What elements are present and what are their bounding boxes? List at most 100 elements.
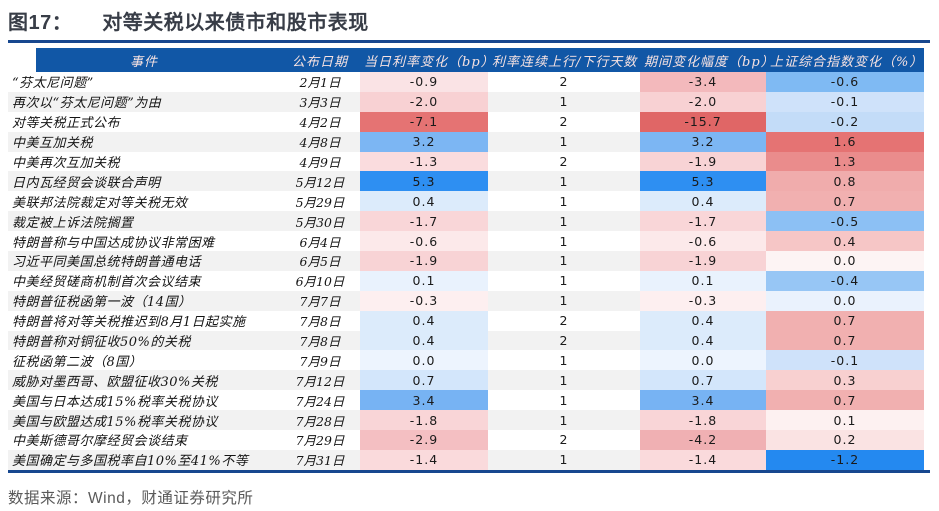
sse-index-change-cell: 0.7 — [766, 191, 924, 212]
period-change-cell: -0.3 — [640, 290, 766, 311]
publish-date-cell: 2月1日 — [299, 75, 341, 91]
daily-rate-change-cell: 3.4 — [360, 390, 488, 411]
daily-rate-change-cell: 0.0 — [360, 350, 488, 371]
publish-date-cell: 7月8日 — [280, 330, 360, 351]
table-row: 威胁对墨西哥、欧盟征收30%关税 7月12日 0.7 1 0.7 0.3 — [8, 370, 924, 391]
table-row: 特朗普将对等关税推迟到8月1日起实施 7月8日 0.4 2 0.4 0.7 — [8, 310, 924, 331]
sse-index-change-cell: 0.8 — [766, 171, 924, 192]
table-row: 美国确定与多国税率自10%至41%不等 7月31日 -1.4 1 -1.4 -1.2 — [8, 449, 924, 470]
event-cell: 裁定被上诉法院搁置 — [8, 211, 280, 232]
publish-date-cell: 6月5日 — [280, 251, 360, 271]
table-row: 美国与日本达成15%税率关税协议 7月24日 3.4 1 3.4 0.7 — [8, 390, 924, 411]
period-change-cell: -0.6 — [640, 231, 766, 252]
publish-date-cell: 3月3日 — [280, 91, 360, 112]
header-publish-date: 公布日期 — [280, 48, 360, 72]
sse-index-change-cell: -1.2 — [766, 449, 924, 470]
period-change-cell: 3.2 — [640, 131, 766, 152]
table-row: 美联邦法院裁定对等关税无效 5月29日 0.4 1 0.4 0.7 — [8, 191, 924, 212]
publish-date-cell: 7月28日 — [280, 410, 360, 431]
sse-index-change-cell: -0.1 — [766, 350, 924, 371]
event-cell: 中美经贸磋商机制首次会议结束 — [12, 275, 202, 291]
table-row: 征税函第二波（8国） 7月9日 0.0 1 0.0 -0.1 — [8, 350, 924, 371]
sse-index-change-cell: 1.3 — [766, 151, 924, 172]
event-cell: 中美斯德哥尔摩经贸会谈结束 — [12, 434, 188, 450]
sse-index-change-cell: 0.7 — [766, 330, 924, 351]
period-change-cell: -1.9 — [640, 251, 766, 271]
event-cell: 美联邦法院裁定对等关税无效 — [12, 195, 188, 211]
period-change-cell: 0.4 — [640, 191, 766, 212]
streak-days-cell: 2 — [559, 74, 569, 90]
table-row: 对等关税正式公布 4月2日 -7.1 2 -15.7 -0.2 — [8, 111, 924, 132]
publish-date-cell: 7月12日 — [280, 370, 360, 391]
streak-days-cell: 2 — [559, 114, 569, 130]
streak-days-cell: 1 — [488, 290, 640, 311]
streak-days-cell: 1 — [488, 171, 640, 192]
period-change-cell: 3.4 — [640, 390, 766, 411]
period-change-cell: -4.2 — [640, 430, 766, 450]
table-body: “芬太尼问题” 2月1日 -0.9 2 -3.4 -0.6 再次以“芬太尼问题”为由 3月3日… — [8, 72, 924, 470]
streak-days-cell: 1 — [488, 370, 640, 391]
table-row: 中美经贸磋商机制首次会议结束 6月10日 0.1 1 0.1 -0.4 — [8, 270, 924, 291]
publish-date-cell: 7月7日 — [280, 290, 360, 311]
table-row: 裁定被上诉法院搁置 5月30日 -1.7 1 -1.7 -0.5 — [8, 211, 924, 232]
event-cell: 对等关税正式公布 — [12, 116, 121, 132]
event-cell: 威胁对墨西哥、欧盟征收30%关税 — [8, 370, 280, 391]
period-change-cell: 0.1 — [640, 270, 766, 291]
streak-days-cell: 1 — [488, 251, 640, 271]
table-row: “芬太尼问题” 2月1日 -0.9 2 -3.4 -0.6 — [8, 72, 924, 92]
sse-index-change-cell: 1.6 — [766, 131, 924, 152]
table-row: 特朗普称对铜征收50%的关税 7月8日 0.4 2 0.4 0.7 — [8, 330, 924, 351]
table-row: 特朗普征税函第一波（14国） 7月7日 -0.3 1 -0.3 0.0 — [8, 290, 924, 311]
period-change-cell: 0.0 — [640, 350, 766, 371]
period-change-cell: -1.9 — [640, 151, 766, 172]
sse-index-change-cell: 0.0 — [766, 290, 924, 311]
streak-days-cell: 2 — [559, 154, 569, 169]
streak-days-cell: 1 — [488, 211, 640, 232]
market-performance-table: 事件 公布日期 当日利率变化（bp） 利率连续上行/下行天数 期间变化幅度（bp… — [8, 48, 924, 470]
event-cell: 再次以“芬太尼问题”为由 — [8, 91, 280, 112]
period-change-cell: 0.4 — [640, 310, 766, 331]
sse-index-change-cell: 0.3 — [766, 370, 924, 391]
event-cell: 美国确定与多国税率自10%至41%不等 — [8, 449, 280, 470]
table-row: 特朗普称与中国达成协议非常困难 6月4日 -0.6 1 -0.6 0.4 — [8, 231, 924, 252]
period-change-cell: 5.3 — [640, 171, 766, 192]
daily-rate-change-cell: 0.1 — [360, 270, 488, 291]
table-bottom-border — [8, 470, 930, 473]
daily-rate-change-cell: 3.2 — [360, 131, 488, 152]
sse-index-change-cell: -0.4 — [766, 270, 924, 291]
event-cell: 中美再次互加关税 — [12, 156, 121, 171]
event-cell: 中美互加关税 — [8, 131, 280, 152]
daily-rate-change-cell: 0.4 — [360, 330, 488, 351]
event-cell: 习近平同美国总统特朗普通电话 — [8, 251, 280, 271]
sse-index-change-cell: -0.2 — [766, 111, 924, 132]
table-row: 日内瓦经贸会谈联合声明 5月12日 5.3 1 5.3 0.8 — [8, 171, 924, 192]
table-row: 中美再次互加关税 4月9日 -1.3 2 -1.9 1.3 — [8, 151, 924, 172]
event-cell: 日内瓦经贸会谈联合声明 — [8, 171, 280, 192]
publish-date-cell: 6月10日 — [295, 274, 345, 290]
daily-rate-change-cell: -0.3 — [360, 290, 488, 311]
publish-date-cell: 5月30日 — [280, 211, 360, 232]
daily-rate-change-cell: -1.8 — [360, 410, 488, 431]
period-change-cell: -1.4 — [640, 449, 766, 470]
event-cell: 特朗普称与中国达成协议非常困难 — [12, 235, 215, 251]
header-period-change: 期间变化幅度（bp） — [640, 48, 766, 72]
daily-rate-change-cell: -2.0 — [360, 91, 488, 112]
header-streak-days: 利率连续上行/下行天数 — [488, 48, 640, 72]
period-change-cell: -3.4 — [640, 72, 766, 92]
table-row: 中美斯德哥尔摩经贸会谈结束 7月29日 -2.9 2 -4.2 0.2 — [8, 430, 924, 450]
event-cell: 特朗普称对铜征收50%的关税 — [8, 330, 280, 351]
publish-date-cell: 5月29日 — [295, 194, 345, 210]
daily-rate-change-cell: -1.3 — [360, 151, 488, 172]
publish-date-cell: 5月12日 — [280, 171, 360, 192]
publish-date-cell: 4月2日 — [299, 115, 341, 131]
event-cell: 美国与欧盟达成15%税率关税协议 — [8, 410, 280, 431]
daily-rate-change-cell: -7.1 — [360, 111, 488, 132]
sse-index-change-cell: -0.5 — [766, 211, 924, 232]
sse-index-change-cell: 0.1 — [766, 410, 924, 431]
daily-rate-change-cell: 0.4 — [360, 191, 488, 212]
table-row: 习近平同美国总统特朗普通电话 6月5日 -1.9 1 -1.9 0.0 — [8, 251, 924, 271]
event-cell: 征税函第二波（8国） — [12, 354, 143, 370]
daily-rate-change-cell: -1.4 — [360, 449, 488, 470]
streak-days-cell: 2 — [488, 330, 640, 351]
